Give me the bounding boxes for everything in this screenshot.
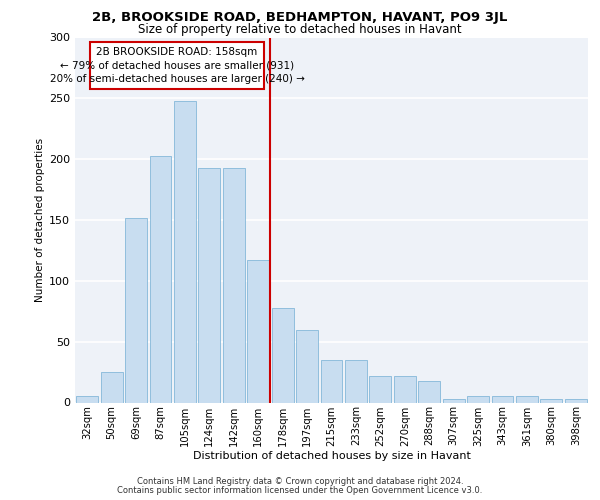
Bar (565, 399, 587, 402)
Bar (394, 376, 416, 402)
Bar (467, 396, 489, 402)
Bar (272, 308, 293, 402)
Bar (418, 380, 440, 402)
Bar (443, 399, 464, 402)
FancyBboxPatch shape (89, 42, 265, 88)
Bar (199, 168, 220, 402)
Bar (516, 396, 538, 402)
Bar (101, 372, 122, 402)
Bar (296, 330, 318, 402)
Bar (149, 156, 172, 402)
Bar (125, 218, 147, 402)
Text: Size of property relative to detached houses in Havant: Size of property relative to detached ho… (138, 22, 462, 36)
Text: ← 79% of detached houses are smaller (931): ← 79% of detached houses are smaller (93… (60, 60, 294, 70)
Y-axis label: Number of detached properties: Number of detached properties (35, 138, 45, 302)
Bar (247, 260, 269, 402)
Bar (491, 396, 514, 402)
X-axis label: Distribution of detached houses by size in Havant: Distribution of detached houses by size … (193, 451, 470, 461)
Bar (174, 101, 196, 402)
Bar (223, 168, 245, 402)
Bar (541, 399, 562, 402)
Text: Contains public sector information licensed under the Open Government Licence v3: Contains public sector information licen… (118, 486, 482, 495)
Bar (370, 376, 391, 402)
Bar (345, 360, 367, 403)
Text: 2B BROOKSIDE ROAD: 158sqm: 2B BROOKSIDE ROAD: 158sqm (97, 47, 257, 57)
Bar (76, 396, 98, 402)
Text: 2B, BROOKSIDE ROAD, BEDHAMPTON, HAVANT, PO9 3JL: 2B, BROOKSIDE ROAD, BEDHAMPTON, HAVANT, … (92, 11, 508, 24)
Bar (320, 360, 343, 403)
Text: 20% of semi-detached houses are larger (240) →: 20% of semi-detached houses are larger (… (50, 74, 304, 84)
Text: Contains HM Land Registry data © Crown copyright and database right 2024.: Contains HM Land Registry data © Crown c… (137, 478, 463, 486)
